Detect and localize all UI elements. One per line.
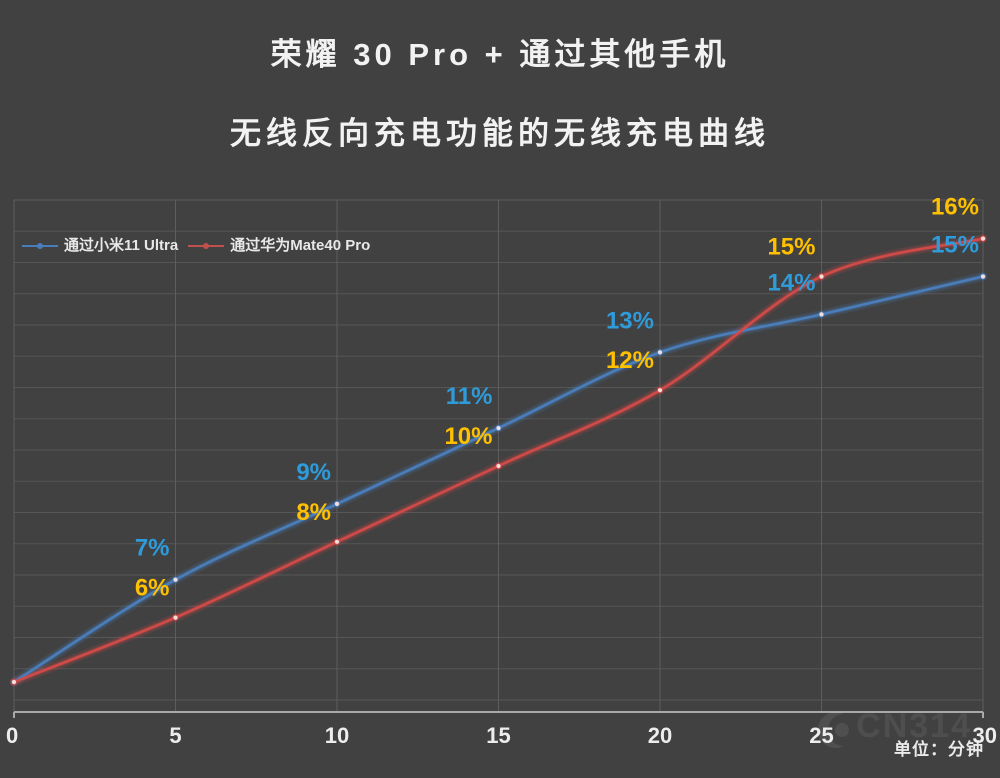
x-tick-label: 0: [6, 723, 18, 748]
x-tick-label: 25: [809, 723, 833, 748]
x-axis-tick-labels: 0 5 10 15 20 25 30: [6, 723, 997, 748]
x-tick-label: 15: [486, 723, 510, 748]
legend-item-xiaomi[interactable]: 通过小米11 Ultra: [22, 238, 178, 253]
x-tick-label: 10: [325, 723, 349, 748]
x-tick-label: 5: [169, 723, 181, 748]
data-label: 7%: [135, 535, 170, 562]
data-label: 12%: [606, 347, 654, 374]
data-label: 14%: [767, 269, 815, 296]
legend-marker-line-icon: [188, 241, 225, 251]
legend-marker-line-icon: [22, 241, 58, 251]
data-label: 9%: [296, 459, 331, 486]
data-label: 8%: [296, 499, 331, 526]
x-tick-label: 20: [648, 723, 672, 748]
data-label: 13%: [606, 307, 654, 334]
axis-unit-label: 单位：分钟: [894, 740, 984, 759]
data-label: 10%: [444, 423, 492, 450]
page-title-line-2: 无线反向充电功能的无线充电曲线: [230, 116, 770, 152]
legend-label-huawei: 通过华为Mate40 Pro: [230, 237, 371, 254]
data-label: 11%: [446, 383, 493, 410]
x-tick-label: 30: [973, 723, 997, 748]
vertical-gridlines: [13, 200, 984, 712]
data-label: 16%: [931, 194, 979, 221]
data-point-labels: 7% 9% 11% 13% 14% 15% 6% 8% 10% 12% 15% 16%: [135, 194, 979, 602]
chart-title-block: 荣耀 30 Pro + 通过其他手机 无线反向充电功能的无线充电曲线: [0, 0, 1000, 190]
plot-border: [13, 199, 984, 700]
x-axis-line: [13, 711, 984, 718]
series-points: [10, 235, 987, 686]
page-title-line-1: 荣耀 30 Pro + 通过其他手机: [270, 37, 730, 72]
data-label: 6%: [135, 575, 170, 602]
legend-label-xiaomi: 通过小米11 Ultra: [64, 237, 179, 254]
legend-item-huawei[interactable]: 通过华为Mate40 Pro: [188, 238, 370, 253]
data-label: 15%: [931, 232, 979, 259]
data-label: 15%: [767, 234, 815, 261]
chart-legend: 通过小米11 Ultra 通过华为Mate40 Pro: [22, 238, 370, 253]
